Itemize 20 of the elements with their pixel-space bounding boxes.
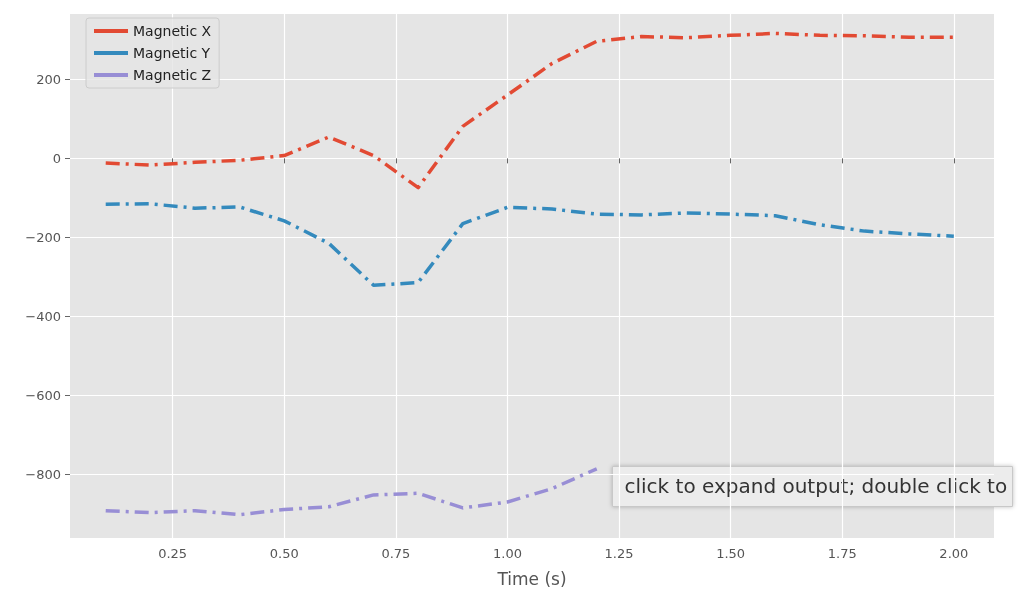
x-tick-label: 1.00 <box>492 546 522 561</box>
legend-label: Magnetic X <box>133 23 212 39</box>
y-tick-label: 0 <box>52 150 61 166</box>
x-tick-label: 0.50 <box>269 546 299 561</box>
x-axis-title: Time (s) <box>496 568 567 589</box>
x-tick-label: 2.00 <box>939 546 969 561</box>
legend-label: Magnetic Z <box>133 67 212 83</box>
x-tick-label: 1.75 <box>827 546 857 561</box>
x-tick-label: 0.75 <box>381 546 411 561</box>
x-tick-label: 1.50 <box>716 546 746 561</box>
y-tick-label: 200 <box>36 71 61 87</box>
x-tick-label: 1.25 <box>604 546 634 561</box>
line-series <box>103 202 956 288</box>
y-tick-label: −200 <box>25 229 61 245</box>
y-tick-label: −800 <box>25 467 61 483</box>
line-series <box>103 467 599 517</box>
y-tick-label: −600 <box>25 388 61 404</box>
legend-label: Magnetic Y <box>133 45 211 61</box>
x-tick-label: 0.25 <box>158 546 188 561</box>
y-tick-label: −400 <box>25 309 61 325</box>
